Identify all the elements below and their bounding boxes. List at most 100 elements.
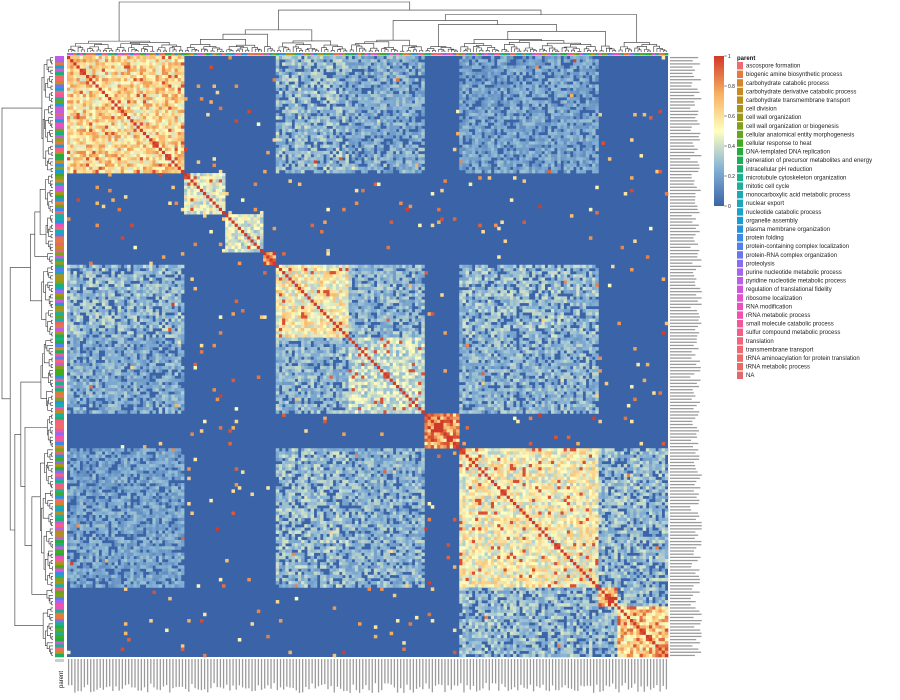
heatmap-cell <box>525 144 530 149</box>
heatmap-cell <box>158 90 163 95</box>
heatmap-cell <box>108 122 112 126</box>
heatmap-cell <box>560 116 564 120</box>
heatmap-cell <box>117 65 122 69</box>
heatmap-cell <box>500 163 504 168</box>
heatmap-cell <box>85 150 90 155</box>
heatmap-cell <box>459 131 463 136</box>
heatmap-cell <box>418 93 422 98</box>
heatmap-cell <box>123 157 128 161</box>
heatmap-cell <box>576 109 580 114</box>
heatmap-cell <box>237 223 242 228</box>
heatmap-cell <box>307 81 311 85</box>
row-annotation-cell <box>55 619 64 623</box>
row-annotation-cell <box>55 571 64 576</box>
heatmap-cell <box>282 56 286 60</box>
heatmap-cell <box>342 163 346 168</box>
heatmap-cell <box>89 261 93 266</box>
heatmap-cell <box>101 87 106 92</box>
heatmap-cell <box>114 122 118 126</box>
column-annotation-cell <box>544 53 549 56</box>
heatmap-cell <box>212 173 217 177</box>
heatmap-cell <box>490 90 495 95</box>
heatmap-cell <box>203 198 207 202</box>
column-annotation-cell <box>433 53 438 56</box>
heatmap-cell <box>462 154 466 158</box>
heatmap-cell <box>155 84 160 88</box>
heatmap-cell <box>174 264 179 269</box>
heatmap-cell <box>76 87 80 92</box>
row-annotation-cell <box>55 166 64 171</box>
heatmap-cell <box>266 150 270 155</box>
heatmap-cell <box>411 144 416 149</box>
heatmap-cell <box>310 109 315 114</box>
heatmap-cell <box>389 169 394 174</box>
heatmap-cell <box>206 201 210 206</box>
heatmap-cell <box>468 103 473 107</box>
heatmap-cell <box>114 119 118 123</box>
heatmap-cell <box>544 144 549 149</box>
column-annotation-cell <box>256 53 261 56</box>
heatmap-cell <box>89 264 93 269</box>
heatmap-cell <box>588 144 593 149</box>
row-annotation-cell <box>55 539 64 544</box>
heatmap-cell <box>588 131 593 136</box>
heatmap-cell <box>174 201 179 206</box>
heatmap-cell <box>180 163 185 168</box>
heatmap-cell <box>79 112 84 117</box>
heatmap-cell <box>313 157 318 161</box>
heatmap-cell <box>383 90 387 95</box>
heatmap-cell <box>475 93 479 98</box>
heatmap-cell <box>92 144 96 149</box>
heatmap-cell <box>351 93 356 98</box>
heatmap-cell <box>364 160 368 164</box>
heatmap-cell <box>310 135 315 139</box>
heatmap-cell <box>329 93 334 98</box>
heatmap-cell <box>285 144 289 149</box>
heatmap-cell <box>392 81 397 85</box>
heatmap-cell <box>535 131 539 136</box>
heatmap-cell <box>411 131 416 136</box>
heatmap-cell <box>168 160 172 164</box>
heatmap-cell <box>503 163 508 168</box>
heatmap-cell <box>165 74 169 79</box>
heatmap-cell <box>240 214 245 218</box>
heatmap-cell <box>101 109 106 114</box>
heatmap-cell <box>329 112 334 117</box>
heatmap-cell <box>329 154 334 158</box>
heatmap-cell <box>130 122 134 126</box>
heatmap-cell <box>199 207 204 212</box>
heatmap-cell <box>569 122 574 126</box>
heatmap-cell <box>592 128 596 133</box>
heatmap-cell <box>380 100 384 104</box>
column-annotation-cell <box>592 53 596 56</box>
heatmap-cell <box>358 56 362 60</box>
heatmap-cell <box>364 103 368 107</box>
row-annotation-cell <box>55 157 64 161</box>
heatmap-cell <box>557 144 561 149</box>
heatmap-cell <box>592 103 596 107</box>
heatmap-cell <box>149 106 153 111</box>
heatmap-cell <box>130 163 134 168</box>
heatmap-cell <box>70 141 74 145</box>
column-annotation-cell <box>364 53 368 56</box>
heatmap-cell <box>275 59 280 63</box>
heatmap-cell <box>89 109 93 114</box>
heatmap-cell <box>133 56 137 60</box>
heatmap-cell <box>108 87 112 92</box>
heatmap-cell <box>120 271 125 275</box>
heatmap-cell <box>161 106 166 111</box>
heatmap-cell <box>475 154 479 158</box>
heatmap-cell <box>541 154 545 158</box>
heatmap-cell <box>149 141 153 145</box>
heatmap-cell <box>582 103 587 107</box>
heatmap-cell <box>139 144 144 149</box>
heatmap-cell <box>541 109 545 114</box>
heatmap-cell <box>342 81 346 85</box>
heatmap-cell <box>544 154 549 158</box>
heatmap-cell <box>550 154 555 158</box>
heatmap-cell <box>522 106 526 111</box>
heatmap-cell <box>528 59 533 63</box>
heatmap-cell <box>114 78 118 82</box>
heatmap-cell <box>244 229 248 234</box>
heatmap-cell <box>187 195 191 199</box>
